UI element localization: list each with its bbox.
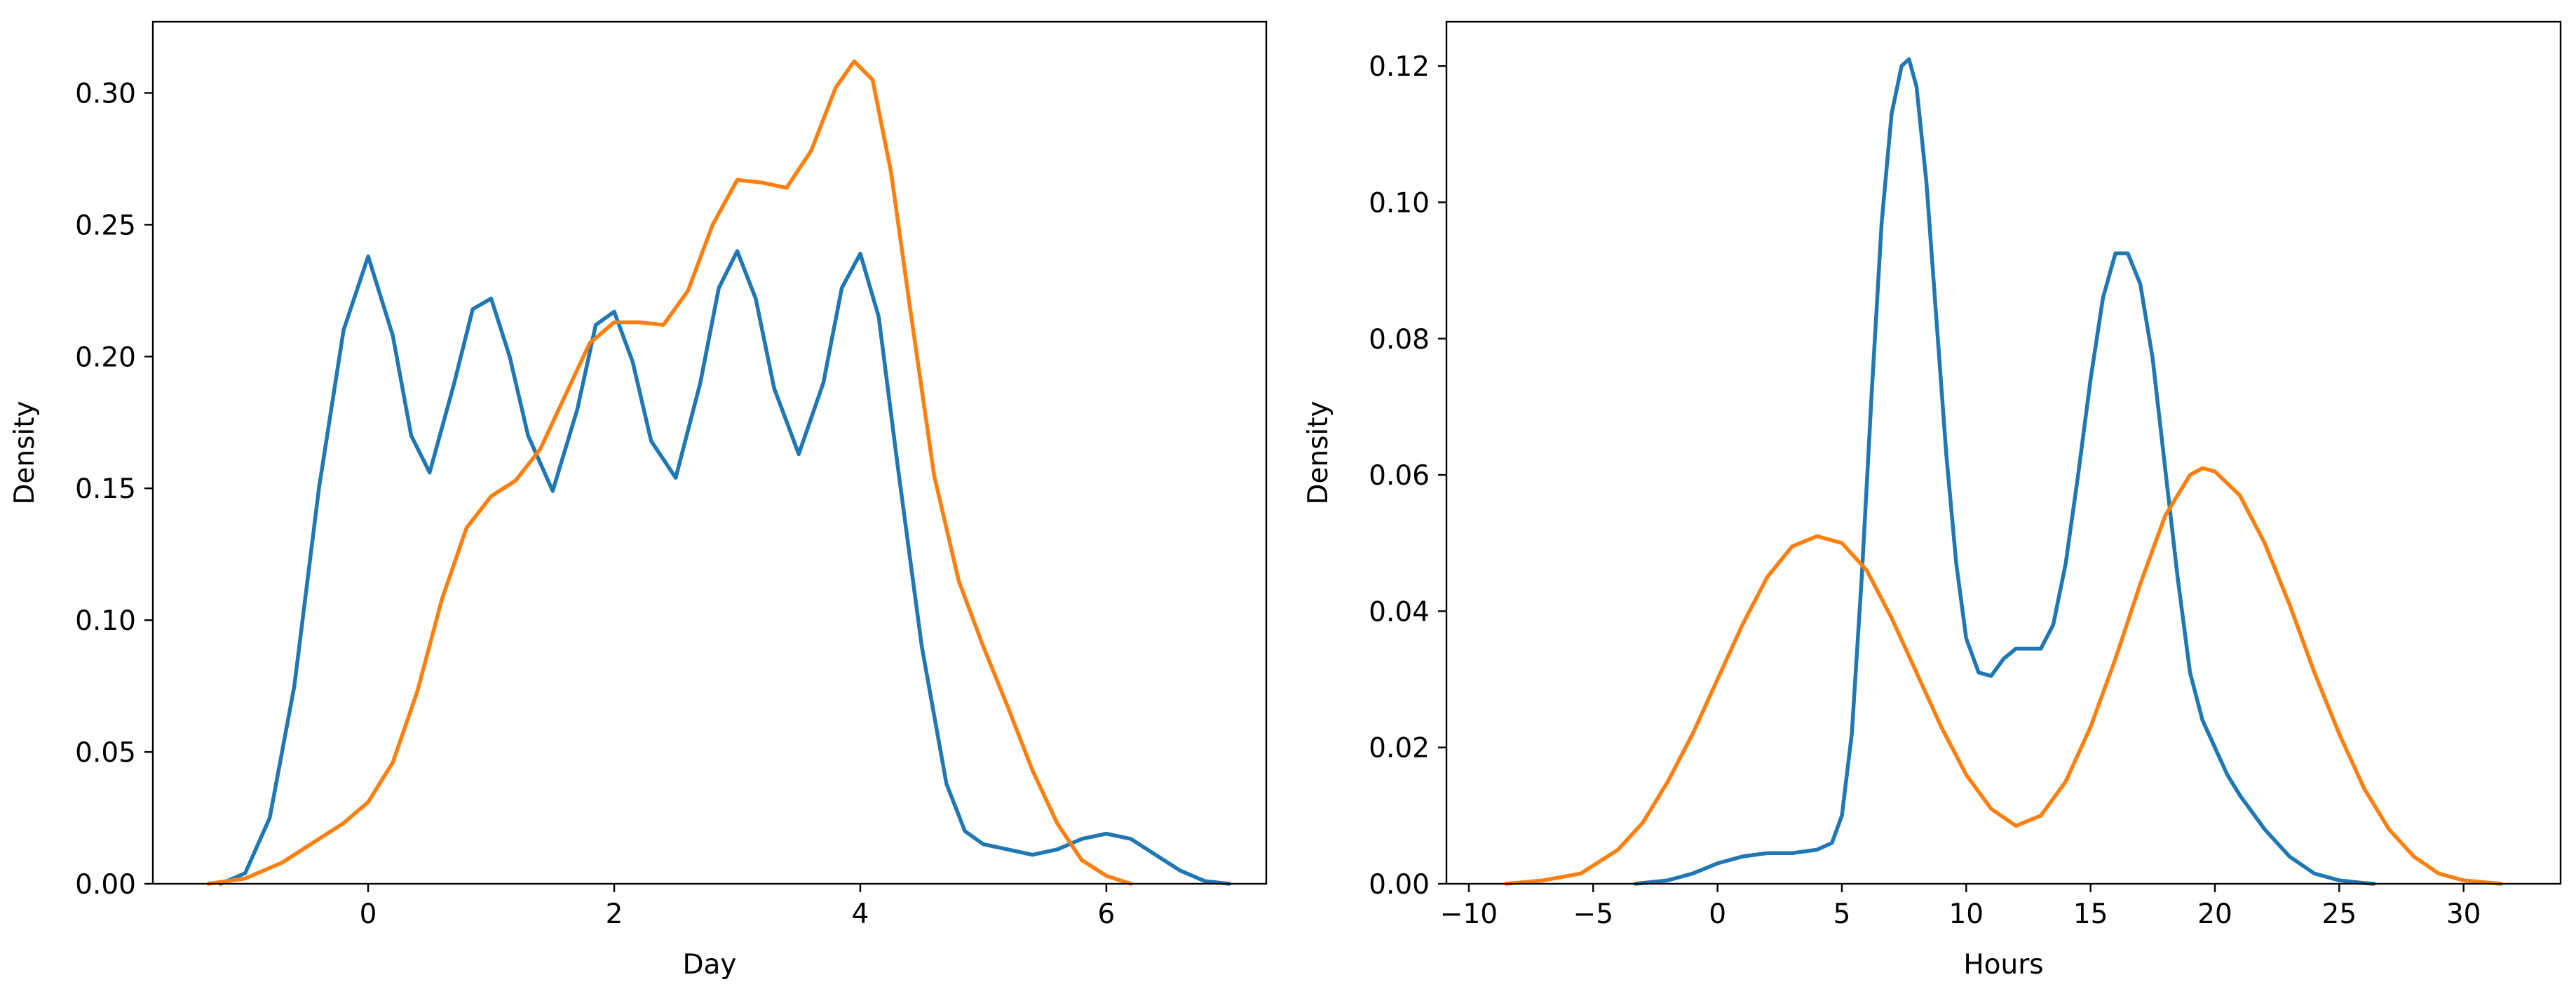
hours-y-axis-title: Density (1303, 401, 1334, 504)
day-series-0-line (218, 249, 1232, 886)
hours-x-tick-label: 0 (1709, 899, 1726, 930)
hours-y-tick-label: 0.08 (1369, 324, 1430, 356)
day-series-1-line (206, 59, 1133, 886)
day-y-tick-label: 0.30 (75, 78, 136, 109)
hours-x-tick-label: 15 (2073, 899, 2108, 930)
hours-x-tick-label: 10 (1948, 899, 1984, 930)
hours-x-axis-title: Hours (1963, 949, 2043, 981)
day-x-tick-label: 0 (360, 899, 377, 930)
hours-y-tick-label: 0.02 (1369, 733, 1430, 765)
hours-x-tick-label: −10 (1440, 899, 1498, 930)
hours-y-tick-label: 0.06 (1369, 460, 1430, 492)
hours-y-tick-label: 0.00 (1369, 869, 1430, 901)
hours-x-tick-label: 30 (2446, 899, 2481, 930)
day-y-tick-label: 0.25 (75, 210, 136, 241)
day-y-tick-label: 0.05 (75, 737, 136, 769)
day-density-panel: 0 2 4 6 0.00 0.05 0.10 0.15 0.20 0.25 0.30 Day Densi… (9, 20, 1268, 981)
hours-x-tick-label: −5 (1573, 899, 1614, 930)
day-x-tick-label: 2 (606, 899, 623, 930)
day-plot-frame (151, 20, 1268, 885)
hours-x-tick-label: 20 (2197, 899, 2232, 930)
day-x-tick-label: 4 (852, 899, 869, 930)
hours-y-tick-label: 0.10 (1369, 187, 1430, 219)
hours-y-tick-label: 0.04 (1369, 596, 1430, 628)
day-y-tick-label: 0.20 (75, 342, 136, 373)
day-x-tick-label: 6 (1097, 899, 1115, 930)
hours-y-tick-label: 0.12 (1369, 51, 1430, 83)
hours-series-0-line (1633, 57, 2376, 886)
day-y-tick-label: 0.10 (75, 605, 136, 637)
day-y-tick-label: 0.15 (75, 473, 136, 505)
hours-x-tick-label: 5 (1833, 899, 1851, 930)
day-y-axis-title: Density (9, 401, 41, 504)
hours-series-1-line (1504, 466, 2503, 886)
day-x-axis-title: Day (682, 949, 736, 981)
hours-density-panel: −10 −5 0 5 10 15 20 25 30 0.00 0.02 0.04 0.06 0.08 0.1… (1303, 20, 2562, 981)
day-y-tick-label: 0.00 (75, 869, 136, 901)
hours-x-tick-label: 25 (2322, 899, 2357, 930)
hours-plot-frame (1445, 20, 2562, 885)
